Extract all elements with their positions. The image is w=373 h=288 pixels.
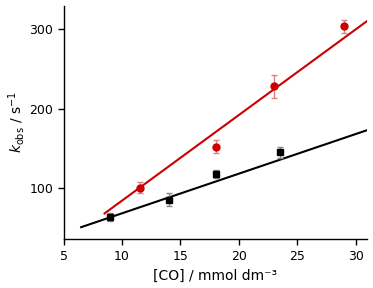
X-axis label: [CO] / mmol dm⁻³: [CO] / mmol dm⁻³ [153,268,278,283]
Y-axis label: $k_{\mathrm{obs}}$ / s$^{-1}$: $k_{\mathrm{obs}}$ / s$^{-1}$ [6,92,26,154]
